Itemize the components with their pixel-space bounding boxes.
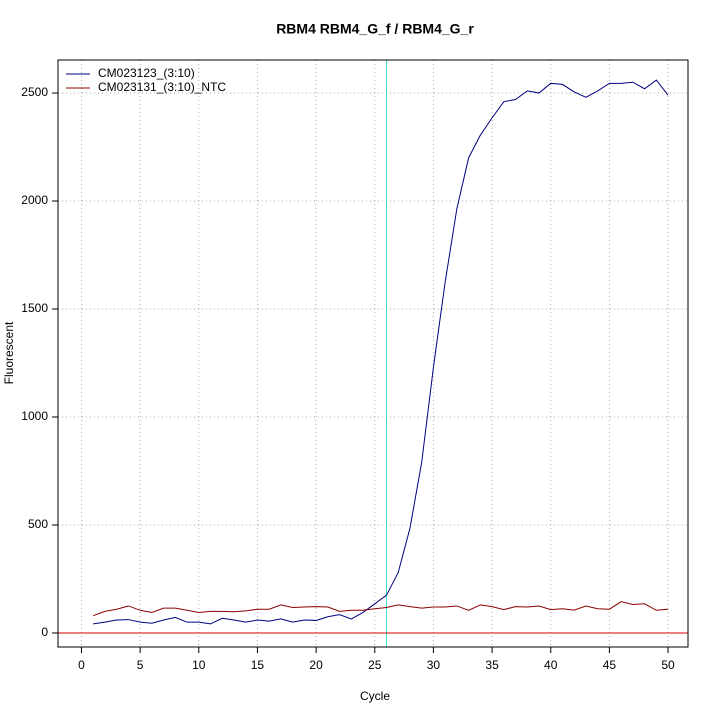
x-tick-label: 0 <box>78 658 85 672</box>
y-tick-label: 2000 <box>21 193 48 207</box>
y-tick-label: 1000 <box>21 409 48 423</box>
x-tick-label: 10 <box>192 658 206 672</box>
legend-label: CM023131_(3:10)_NTC <box>98 80 226 94</box>
x-tick-label: 5 <box>137 658 144 672</box>
chart-title: RBM4 RBM4_G_f / RBM4_G_r <box>276 21 474 37</box>
plot-frame <box>57 59 689 648</box>
x-axis-label: Cycle <box>360 689 390 703</box>
y-tick-label: 1500 <box>21 301 48 315</box>
x-tick-label: 25 <box>368 658 382 672</box>
y-axis-label: Fluorescent <box>2 321 16 384</box>
x-tick-label: 45 <box>603 658 617 672</box>
x-tick-label: 50 <box>661 658 675 672</box>
x-tick-label: 40 <box>544 658 558 672</box>
legend-label: CM023123_(3:10) <box>98 66 195 80</box>
x-tick-label: 30 <box>427 658 441 672</box>
x-tick-label: 15 <box>251 658 265 672</box>
y-tick-label: 2500 <box>21 85 48 99</box>
series-line <box>93 601 669 617</box>
x-tick-label: 35 <box>485 658 499 672</box>
y-tick-label: 500 <box>28 517 48 531</box>
series-line <box>93 79 669 625</box>
y-tick-label: 0 <box>41 625 48 639</box>
x-tick-label: 20 <box>309 658 323 672</box>
